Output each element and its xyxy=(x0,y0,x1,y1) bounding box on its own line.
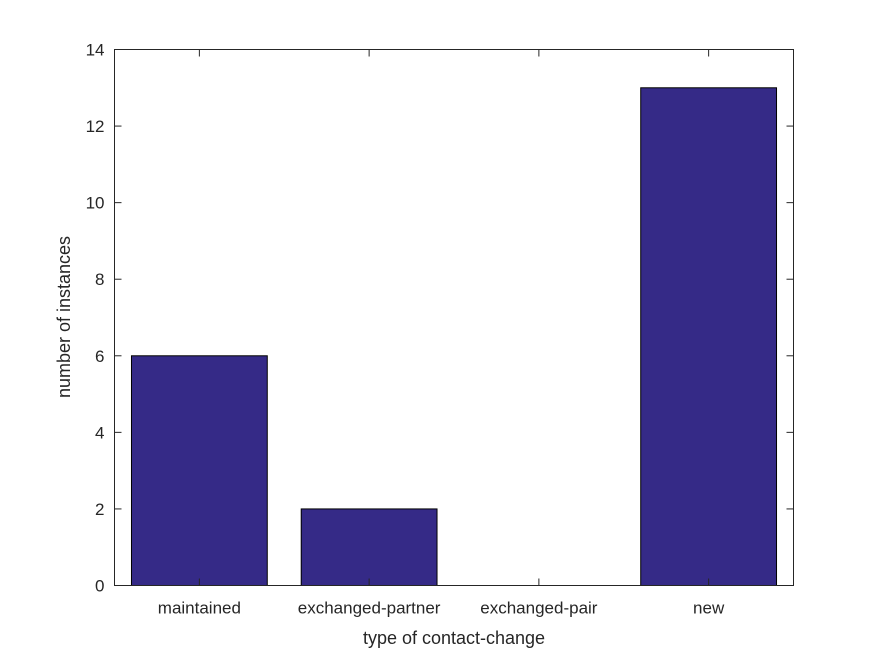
y-tick-label: 6 xyxy=(95,347,104,366)
y-tick-label: 10 xyxy=(86,194,105,213)
bar-maintained xyxy=(130,355,268,586)
y-tick-label: 8 xyxy=(95,270,104,289)
x-tick-label: exchanged-partner xyxy=(298,599,441,618)
y-axis-label: number of instances xyxy=(54,236,74,398)
y-tick-label: 0 xyxy=(95,577,104,596)
bar-new xyxy=(640,87,778,587)
y-tick-label: 12 xyxy=(86,117,105,136)
x-axis-label: type of contact-change xyxy=(363,628,545,648)
x-tick-label: maintained xyxy=(158,599,241,618)
bar-exchanged-partner xyxy=(300,508,438,586)
ticks: 0 2 4 6 8 10 12 14 maintained exchanged-partner ex… xyxy=(86,41,794,618)
y-tick-label: 14 xyxy=(86,41,105,60)
y-tick-label: 4 xyxy=(95,423,104,442)
bars xyxy=(130,87,778,587)
x-tick-label: exchanged-pair xyxy=(480,599,598,618)
y-tick-label: 2 xyxy=(95,500,104,519)
x-tick-label: new xyxy=(693,599,725,618)
axes-box xyxy=(114,49,794,586)
